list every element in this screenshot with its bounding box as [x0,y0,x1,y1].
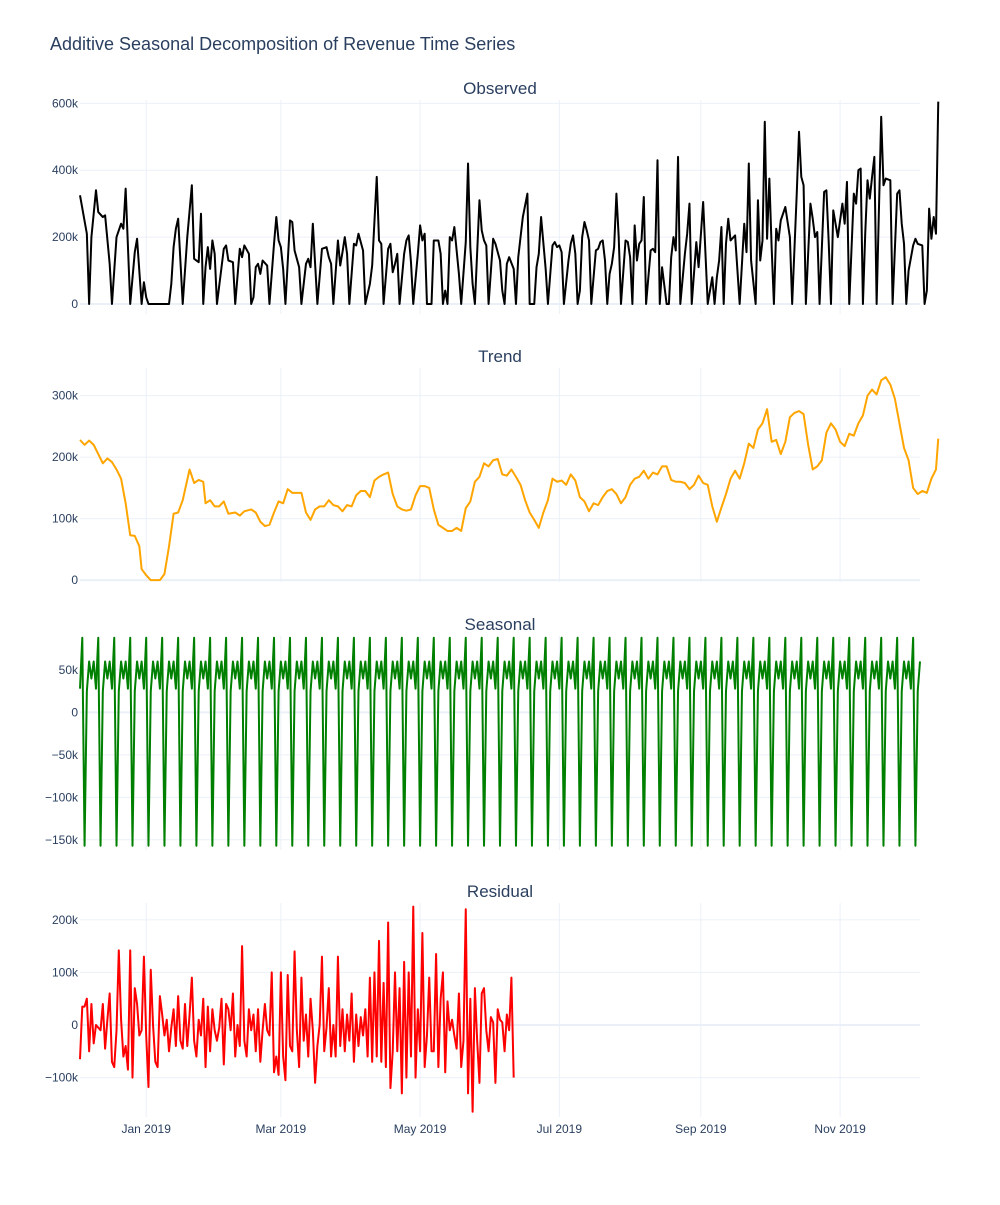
panel-trend: Trend 0 100k 200k 300k [52,347,940,587]
y-tick-label: −150k [45,833,79,847]
y-tick-label: 200k [52,913,79,927]
series-line-residual [79,905,515,1113]
chart-main-title: Additive Seasonal Decomposition of Reven… [50,34,515,54]
series-line-seasonal [79,636,921,847]
series-line-trend [79,376,940,582]
y-tick-label: 200k [52,230,79,244]
y-tick-label: 200k [52,450,79,464]
y-tick-label: 0 [71,297,78,311]
panel-title: Observed [463,79,537,98]
panel-seasonal: Seasonal −150k −100k −50k 0 50k [45,615,921,850]
x-tick-label: May 2019 [394,1122,447,1136]
y-tick-label: −100k [45,790,79,804]
y-tick-label: 600k [52,96,79,110]
x-tick-label: Sep 2019 [675,1122,727,1136]
x-tick-label: Jan 2019 [122,1122,172,1136]
y-tick-label: 0 [71,573,78,587]
y-tick-label: −50k [52,748,79,762]
x-tick-label: Nov 2019 [814,1122,866,1136]
y-tick-label: 100k [52,512,79,526]
y-tick-label: 300k [52,389,79,403]
panel-residual: Residual −100k 0 100k 200k Jan 2019 Mar 2019 Ma… [45,882,920,1136]
y-tick-label: 0 [71,705,78,719]
panel-title: Seasonal [465,615,536,634]
chart-panels: Observed 0 200k 400k 600k Trend 0 100k 200k 300k S… [45,79,940,1136]
panel-title: Trend [478,347,522,366]
panel-observed: Observed 0 200k 400k 600k [52,79,940,314]
y-tick-label: −100k [45,1071,79,1085]
series-line-observed [79,101,940,305]
y-tick-label: 400k [52,163,79,177]
x-tick-label: Jul 2019 [537,1122,583,1136]
y-tick-label: 50k [59,663,79,677]
panel-title: Residual [467,882,533,901]
y-tick-label: 0 [71,1018,78,1032]
y-tick-label: 100k [52,965,79,979]
x-tick-label: Mar 2019 [256,1122,307,1136]
